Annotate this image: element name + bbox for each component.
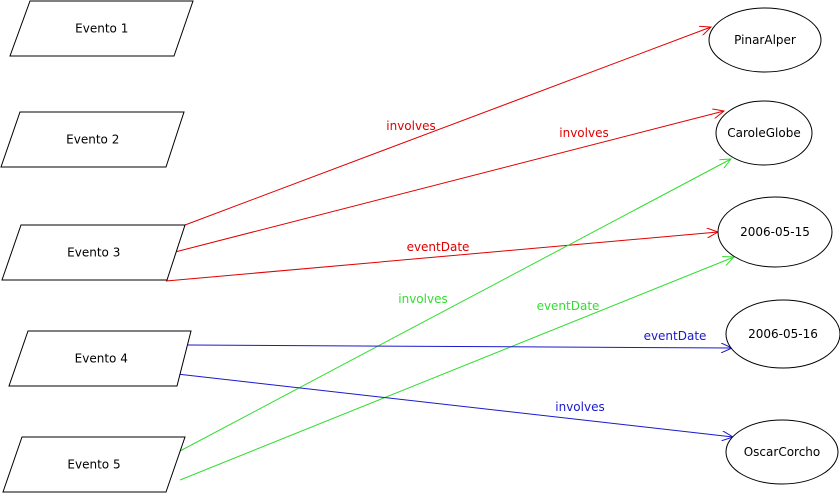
event-parallelogram <box>8 330 192 387</box>
node-ellipse-1[interactable]: PinarAlper <box>708 7 822 73</box>
node-ellipse-4[interactable]: 2006-05-16 <box>725 299 840 369</box>
node-ellipse-shape <box>717 196 833 268</box>
node-label: 2006-05-15 <box>740 225 810 239</box>
edge-label-involves: involves <box>398 292 447 306</box>
event-label: Evento 3 <box>67 246 120 260</box>
event-label: Evento 4 <box>75 352 128 366</box>
node-ellipse-3[interactable]: 2006-05-15 <box>717 196 833 268</box>
event-box-4[interactable]: Evento 4 <box>8 330 192 387</box>
event-label: Evento 2 <box>66 133 119 147</box>
node-ellipse-5[interactable]: OscarCorcho <box>725 419 839 485</box>
node-label: CaroleGlobe <box>727 126 800 140</box>
edge-e3-n1-arrow <box>184 27 711 226</box>
edge-label-involves: involves <box>555 400 604 414</box>
event-label: Evento 1 <box>75 22 128 36</box>
edge-label-eventdate: eventDate <box>644 329 707 343</box>
edge-e5-n2-arrow <box>179 159 731 452</box>
nodes-layer: PinarAlper CaroleGlobe 2006-05-15 2006-05-1… <box>708 7 840 485</box>
edge-e3-n2-arrow <box>174 111 724 253</box>
node-label: 2006-05-16 <box>748 327 818 341</box>
node-ellipse-shape <box>715 100 813 166</box>
edge-e4-n5-arrow <box>176 373 733 437</box>
node-ellipse-shape <box>725 419 839 485</box>
node-ellipse-shape <box>725 299 840 369</box>
event-label: Evento 5 <box>67 458 120 472</box>
edge-label-eventdate: eventDate <box>537 299 600 313</box>
node-label: OscarCorcho <box>744 445 821 459</box>
edge-label-involves: involves <box>386 119 435 133</box>
event-box-2[interactable]: Evento 2 <box>0 111 185 168</box>
node-ellipse-shape <box>708 7 822 73</box>
events-layer: Evento 1 Evento 2 Evento 3 Evento 4 Evento 5 <box>0 0 194 493</box>
edge-e3-n3-arrow <box>165 232 718 282</box>
event-parallelogram <box>9 0 194 57</box>
event-box-1[interactable]: Evento 1 <box>9 0 194 57</box>
event-parallelogram <box>0 111 185 168</box>
edge-e4-n4-arrow <box>187 345 732 348</box>
node-label: PinarAlper <box>734 33 796 47</box>
edge-label-eventdate: eventDate <box>407 240 470 254</box>
event-box-3[interactable]: Evento 3 <box>1 224 186 281</box>
event-box-5[interactable]: Evento 5 <box>2 436 186 493</box>
event-parallelogram <box>1 224 186 281</box>
edge-e5-n3-arrow <box>179 257 734 481</box>
node-ellipse-2[interactable]: CaroleGlobe <box>715 100 813 166</box>
edge-label-involves: involves <box>559 126 608 140</box>
event-parallelogram <box>2 436 186 493</box>
edges-layer <box>165 27 734 481</box>
edge-labels-layer: involves involves eventDate involves eventDa… <box>386 119 706 414</box>
